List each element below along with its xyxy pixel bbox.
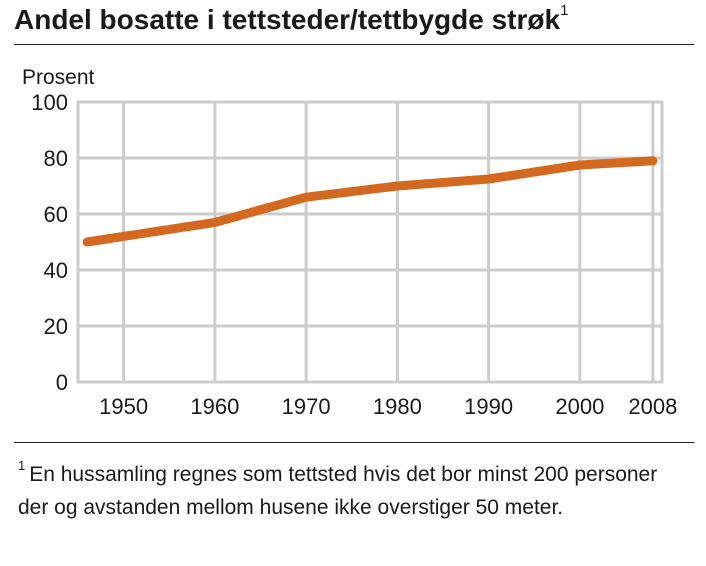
chart-title-text: Andel bosatte i tettsteder/tettbygde str…: [14, 4, 561, 35]
data-point: [86, 241, 88, 243]
plot-area: [76, 100, 664, 384]
y-tick-label: 100: [31, 90, 68, 115]
data-point: [396, 185, 398, 187]
x-tick-label: 1990: [464, 394, 513, 419]
y-axis-label: Prosent: [22, 66, 95, 89]
footnote-text: En hussamling regnes som tettsted hvis d…: [18, 463, 658, 519]
title-footnote-marker: 1: [560, 1, 569, 19]
y-tick-label: 60: [44, 202, 68, 227]
footnote-divider: [14, 442, 694, 443]
x-tick-label: 1960: [190, 394, 239, 419]
x-tick-label: 1980: [373, 394, 422, 419]
chart-title: Andel bosatte i tettsteder/tettbygde str…: [14, 1, 569, 36]
x-axis-tick-labels: 1950 1960 1970 1980 1990 2000 2008: [99, 394, 677, 419]
x-tick-label: 2000: [555, 394, 604, 419]
data-point: [579, 164, 581, 166]
data-point: [305, 196, 307, 198]
y-tick-label: 80: [44, 146, 68, 171]
line-chart: 0 20 40 60 80 100 1950 1960 1970 1980 1990 2000 200…: [22, 66, 677, 419]
data-point: [652, 160, 654, 162]
chart-grid: [76, 100, 664, 384]
footnote-marker: 1: [18, 458, 26, 473]
y-axis-tick-labels: 0 20 40 60 80 100: [31, 90, 68, 395]
data-point: [488, 178, 490, 180]
chart-series: [82, 156, 658, 247]
y-tick-label: 0: [56, 370, 68, 395]
y-tick-label: 20: [44, 314, 68, 339]
x-tick-label: 1950: [99, 394, 148, 419]
data-point: [214, 221, 216, 223]
title-divider: [14, 44, 694, 45]
x-tick-label: 1970: [282, 394, 331, 419]
x-tick-label: 2008: [628, 394, 677, 419]
footnote: 1 En hussamling regnes som tettsted hvis …: [18, 452, 678, 524]
y-tick-label: 40: [44, 258, 68, 283]
